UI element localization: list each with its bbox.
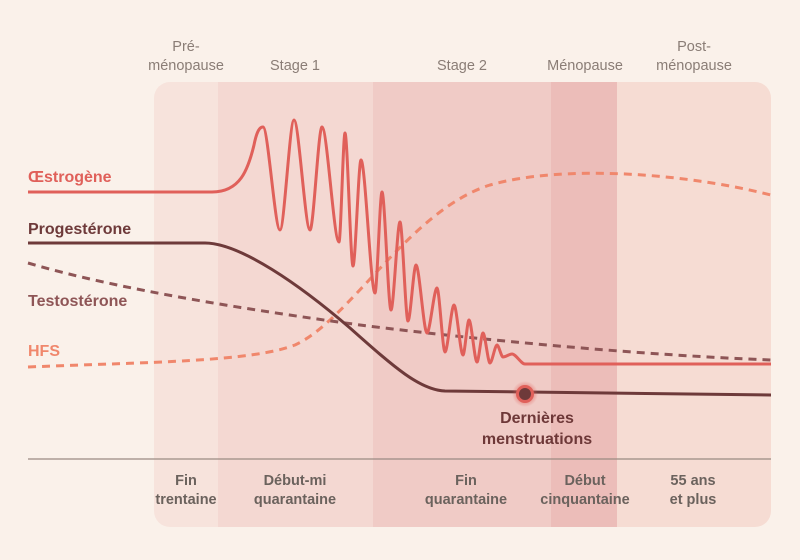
estrogen-label: Œstrogène — [28, 169, 112, 186]
testosterone-label: Testostérone — [28, 293, 128, 310]
age-label-late-thirties: Fin trentaine — [155, 473, 217, 508]
age-label-late-forties: Fin quarantaine — [424, 473, 508, 508]
stage-band-stage2 — [373, 82, 551, 527]
progesterone-label: Progestérone — [28, 221, 132, 238]
stage-label-postmenopause: Post-ménopause — [656, 39, 732, 74]
last-period-marker — [516, 385, 534, 403]
testosterone-curve — [27, 261, 772, 362]
age-label-55-plus: 55 ans et plus — [669, 473, 717, 508]
stage-band-stage1 — [218, 82, 373, 527]
age-label-early-fifties: Début cinquantaine — [540, 473, 630, 508]
stage-label-stage2: Stage 2 — [437, 58, 487, 74]
progesterone-curve — [28, 241, 772, 397]
stage-band-postmenopause — [617, 82, 771, 527]
stage-band-menopause — [551, 82, 617, 527]
stage-label-stage1: Stage 1 — [270, 58, 320, 74]
last-period-annotation: Dernières menstruations — [481, 410, 593, 448]
age-label-early-mid-forties: Début-mi quarantaine — [253, 473, 337, 508]
estrogen-curve — [28, 118, 771, 366]
stage-label-menopause: Ménopause — [547, 58, 623, 74]
stage-label-premenopause: Pré-ménopause — [148, 39, 224, 74]
hfs-label: HFS — [28, 343, 60, 360]
stage-band-premenopause — [154, 82, 218, 527]
